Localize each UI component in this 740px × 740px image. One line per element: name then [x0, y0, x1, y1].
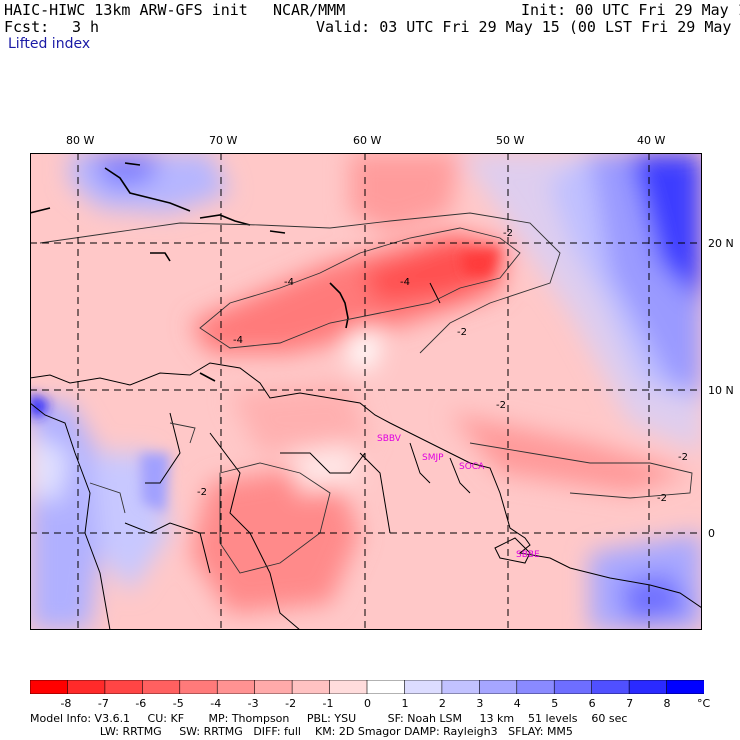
- colorbar-tick-label: -5: [172, 697, 184, 710]
- station-label-soca: SOCA: [459, 462, 485, 472]
- contour-label: -4: [233, 335, 243, 346]
- lat-label-0: 0: [708, 527, 715, 540]
- station-label-smjp: SMJP: [422, 453, 444, 463]
- colorbar-swatch: [366, 680, 406, 694]
- colorbar-swatch: [591, 680, 630, 694]
- lat-lon-grid: [30, 153, 702, 630]
- colorbar-swatch: [441, 680, 481, 694]
- coastlines: [30, 282, 702, 630]
- colorbar-swatch: [142, 680, 181, 694]
- org-label: NCAR/MMM: [273, 1, 346, 19]
- lon-label-40w: 40 W: [637, 134, 666, 147]
- colorbar-tick-label: -7: [97, 697, 109, 710]
- colorbar-swatch: [553, 680, 593, 694]
- model-info-line-2: LW: RRTMG SW: RRTMG DIFF: full KM: 2D Sm…: [30, 725, 573, 738]
- station-label-sbbe: SBBE: [516, 550, 540, 560]
- lon-label-70w: 70 W: [209, 134, 238, 147]
- contour-label: -2: [657, 493, 667, 504]
- colorbar-swatch: [404, 680, 443, 694]
- colorbar-tick-label: 8: [663, 697, 671, 710]
- colorbar-swatch: [104, 680, 144, 694]
- colorbar-tick-label: 0: [364, 697, 371, 710]
- colorbar-tick-label: 6: [588, 697, 596, 710]
- colorbar-swatch: [329, 680, 368, 694]
- field-name: Lifted index: [8, 36, 91, 52]
- colorbar-unit: °C: [697, 697, 711, 710]
- colorbar-tick-label: 4: [513, 697, 521, 710]
- map-frame: [30, 153, 702, 630]
- contour-label: -4: [400, 277, 410, 288]
- lon-label-80w: 80 W: [66, 134, 95, 147]
- colorbar-tick-label: 5: [551, 697, 559, 710]
- colorbar-tick-label: -8: [60, 697, 72, 710]
- colorbar-swatch: [628, 680, 668, 694]
- contour-label: -2: [496, 400, 506, 411]
- colorbar-tick-label: 3: [476, 697, 484, 710]
- colorbar-tick-label: 1: [401, 697, 409, 710]
- colorbar-swatch: [179, 680, 219, 694]
- lifted-index-map: -4 -4 -4 -2 -2 -2 -2 -2 -2 SBBV SMJP SOC…: [30, 153, 702, 630]
- colorbar-swatch: [291, 680, 331, 694]
- colorbar-swatch: [67, 680, 106, 694]
- colorbar-swatch: [216, 680, 256, 694]
- init-time: Init: 00 UTC Fri 29 May 15: [521, 1, 740, 19]
- contour-label: -4: [284, 277, 294, 288]
- lat-label-20n: 20 N: [708, 237, 734, 250]
- caribbean-islands: [30, 162, 349, 382]
- contour-label: -2: [503, 228, 513, 239]
- colorbar-swatch: [479, 680, 518, 694]
- colorbar-tick-label: -2: [285, 697, 297, 710]
- forecast-label: Fcst:: [4, 18, 50, 36]
- model-info-line-1: Model Info: V3.6.1 CU: KF MP: Thompson P…: [30, 712, 628, 725]
- colorbar-tick-label: -3: [247, 697, 259, 710]
- lat-label-10n: 10 N: [708, 384, 734, 397]
- model-title: HAIC-HIWC 13km ARW-GFS init: [4, 1, 248, 19]
- colorbar: [30, 680, 704, 694]
- contour-label: -2: [197, 487, 207, 498]
- colorbar-tick-label: -4: [210, 697, 222, 710]
- shaded-field: [30, 153, 702, 630]
- colorbar-tick-label: 7: [626, 697, 634, 710]
- contour-label: -2: [678, 452, 688, 463]
- colorbar-swatch: [254, 680, 293, 694]
- lon-label-60w: 60 W: [353, 134, 382, 147]
- colorbar-tick-label: 2: [438, 697, 446, 710]
- colorbar-tick-label: -6: [135, 697, 147, 710]
- lon-label-50w: 50 W: [496, 134, 525, 147]
- valid-time: Valid: 03 UTC Fri 29 May 15 (00 LST Fri …: [316, 18, 740, 36]
- colorbar-swatch: [666, 680, 704, 694]
- colorbar-swatch: [30, 680, 69, 694]
- station-label-sbbv: SBBV: [377, 434, 402, 444]
- colorbar-swatch: [516, 680, 556, 694]
- contour-label: -2: [457, 327, 467, 338]
- colorbar-tick-label: -1: [322, 697, 334, 710]
- forecast-hours: 3 h: [72, 18, 100, 36]
